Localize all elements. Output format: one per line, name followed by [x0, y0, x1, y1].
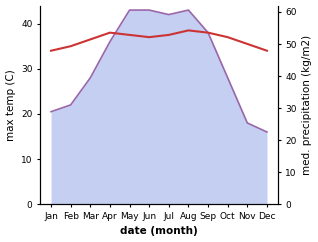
Y-axis label: med. precipitation (kg/m2): med. precipitation (kg/m2) [302, 35, 313, 175]
X-axis label: date (month): date (month) [120, 227, 198, 236]
Y-axis label: max temp (C): max temp (C) [5, 69, 16, 141]
